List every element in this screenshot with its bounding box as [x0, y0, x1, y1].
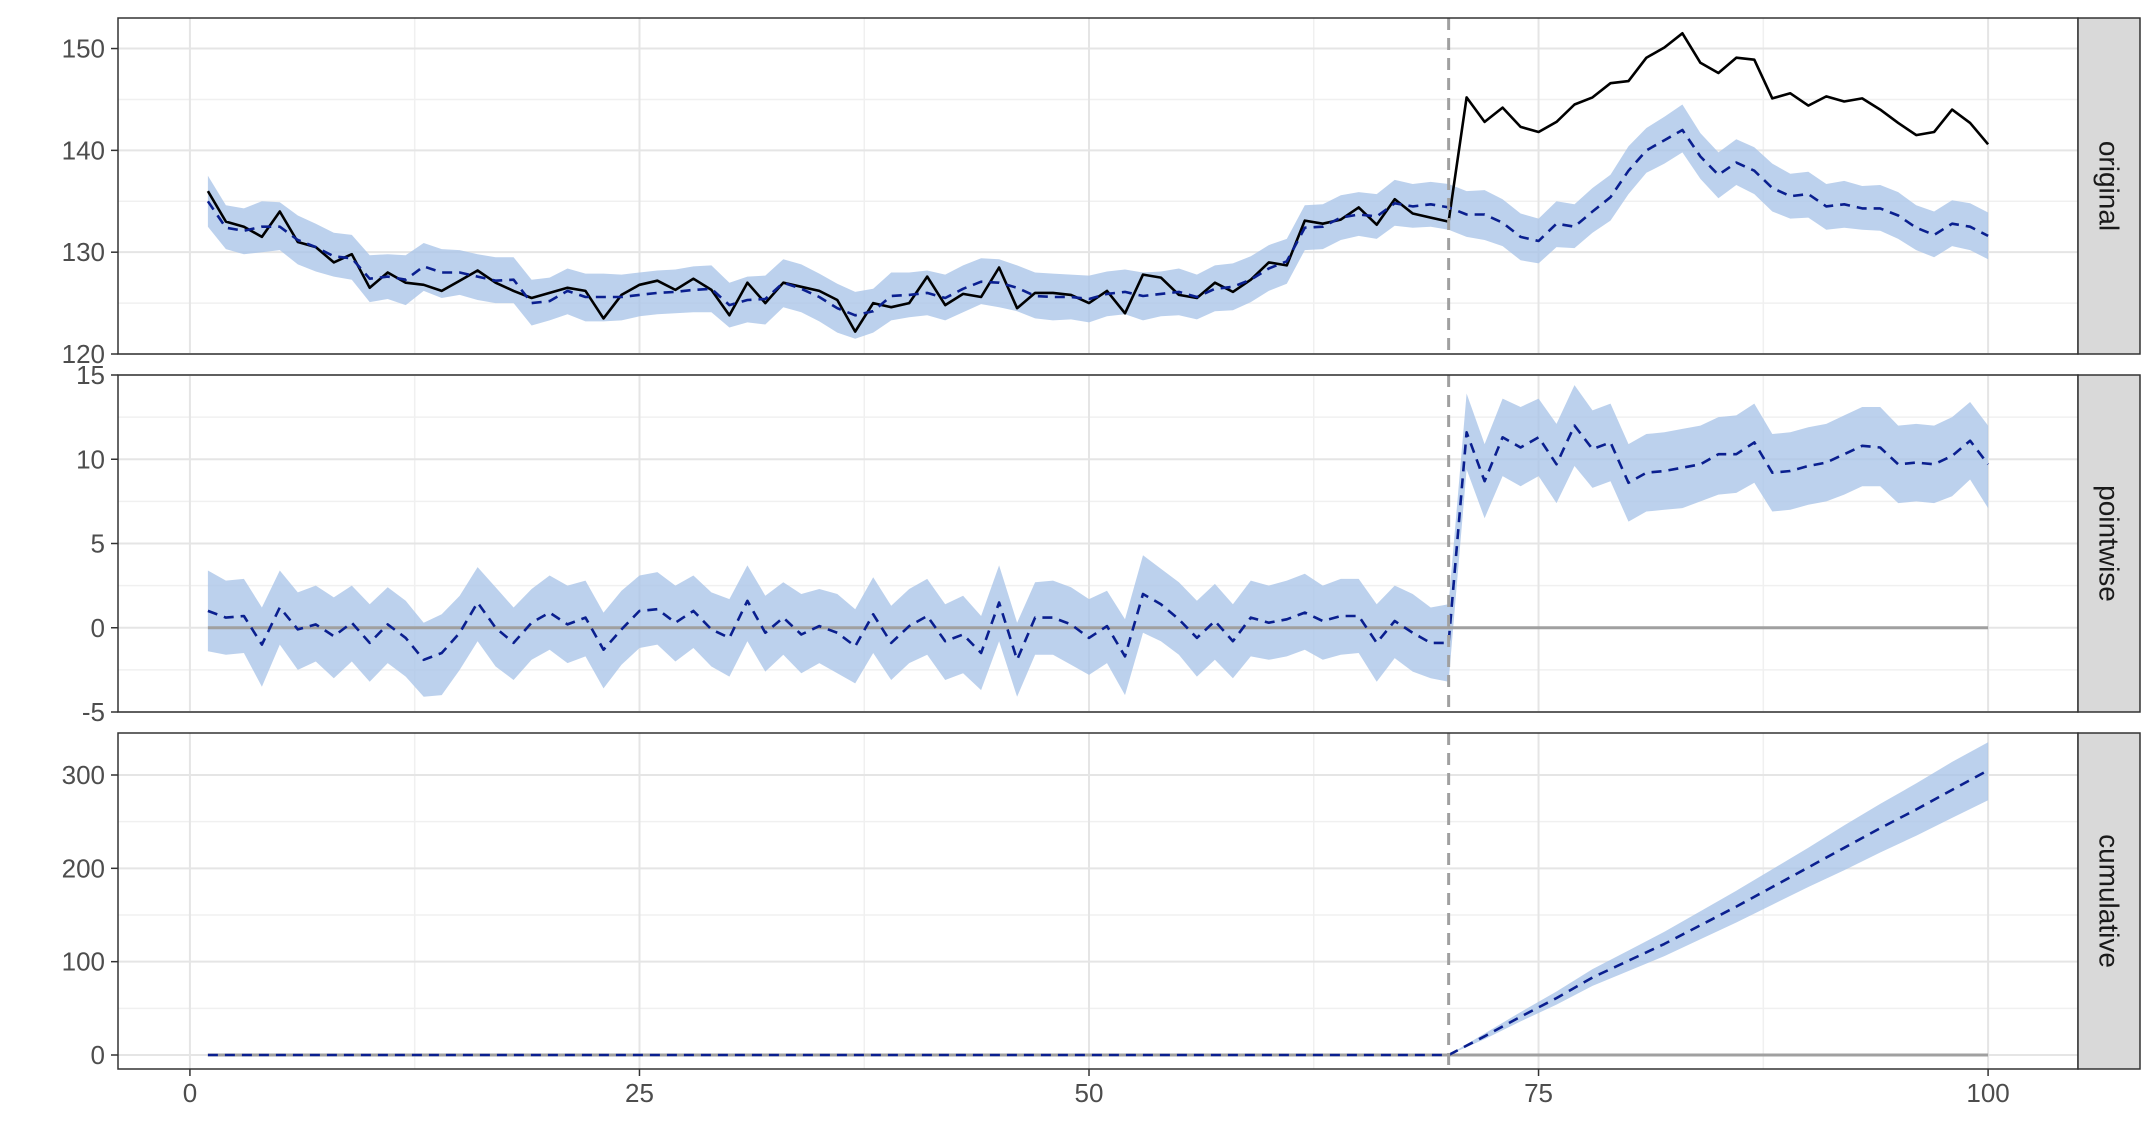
y-tick-label: 120 [62, 339, 105, 369]
panel-strip-label: cumulative [2094, 834, 2125, 968]
panel-cumulative-predicted-line [207, 769, 1989, 1057]
x-tick-label: 75 [1524, 1078, 1553, 1108]
panel-original-credible-band [207, 104, 1989, 339]
y-tick-label: 130 [62, 237, 105, 267]
x-tick-label: 25 [625, 1078, 654, 1108]
panel-original-predicted-line [206, 128, 1989, 317]
panel-strip-label: original [2094, 141, 2125, 231]
x-tick-label: 50 [1075, 1078, 1104, 1108]
y-tick-label: 150 [62, 34, 105, 64]
y-tick-label: 15 [76, 360, 105, 390]
y-tick-label: 200 [62, 853, 105, 883]
panel-strip[interactable] [2077, 732, 2141, 1070]
panel-cumulative-background [118, 733, 2078, 1069]
panel-strip-label: pointwise [2094, 485, 2125, 602]
y-tick-label: 10 [76, 444, 105, 474]
panel-pointwise-credible-band [207, 385, 1989, 697]
y-tick-label: 140 [62, 135, 105, 165]
panel-pointwise-predicted-line [207, 424, 1990, 662]
y-tick-label: 300 [62, 760, 105, 790]
panel-strip[interactable] [2077, 17, 2141, 355]
y-tick-label: 0 [91, 613, 105, 643]
y-tick-label: 5 [91, 529, 105, 559]
y-tick-label: 0 [91, 1040, 105, 1070]
y-tick-label: -5 [82, 697, 105, 727]
y-tick-label: 100 [62, 947, 105, 977]
x-tick-label: 100 [1966, 1078, 2009, 1108]
panel-strip[interactable] [2077, 374, 2141, 713]
x-tick-label: 0 [183, 1078, 197, 1108]
